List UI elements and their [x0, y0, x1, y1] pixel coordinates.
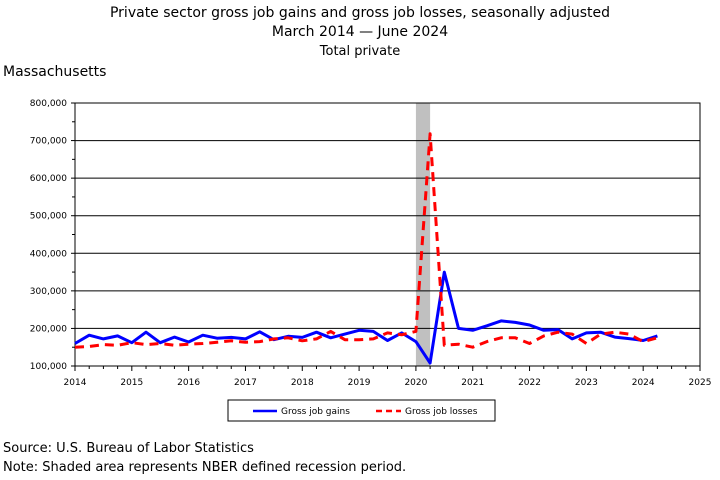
- chart-title: Private sector gross job gains and gross…: [109, 5, 611, 21]
- chart-subtitle: March 2014 — June 2024: [271, 24, 449, 40]
- y-tick-label: 100,000: [30, 362, 67, 372]
- series-line-gross-job-losses: [74, 132, 658, 349]
- x-tick-label: 2020: [404, 378, 427, 388]
- grid-lines: [75, 102, 700, 367]
- x-tick-label: 2023: [575, 378, 598, 388]
- x-tick-label: 2019: [348, 378, 371, 388]
- x-tick-label: 2022: [518, 378, 541, 388]
- x-tick-label: 2025: [689, 378, 712, 388]
- y-tick-label: 400,000: [30, 249, 67, 259]
- legend-label-losses: Gross job losses: [405, 407, 478, 417]
- x-tick-label: 2021: [461, 378, 484, 388]
- industry-label: Total private: [319, 44, 401, 59]
- x-tick-label: 2017: [234, 378, 257, 388]
- y-tick-label: 300,000: [30, 287, 67, 297]
- y-tick-label: 700,000: [30, 137, 67, 147]
- recession-shading: [415, 103, 431, 366]
- x-tick-label: 2024: [632, 378, 655, 388]
- y-tick-label: 800,000: [30, 99, 67, 109]
- y-tick-label: 500,000: [30, 212, 67, 222]
- y-tick-label: 600,000: [30, 174, 67, 184]
- plot-frame: [74, 102, 701, 367]
- source-note: Source: U.S. Bureau of Labor Statistics: [3, 441, 254, 456]
- y-tick-label: 200,000: [30, 324, 67, 334]
- x-axis: 2014 2015 2016 2017 2018 2019 2020 2021 2022 2023…: [64, 366, 712, 388]
- x-tick-label: 2016: [177, 378, 200, 388]
- legend-label-gains: Gross job gains: [281, 407, 350, 417]
- legend-box: [227, 399, 496, 422]
- series-line-gross-job-gains: [74, 270, 658, 365]
- series-layer: [74, 132, 658, 365]
- x-tick-label: 2014: [64, 378, 87, 388]
- legend: Gross job gains Gross job losses: [227, 399, 496, 422]
- x-tick-label: 2018: [291, 378, 314, 388]
- recession-shading-group: [415, 103, 431, 366]
- x-tick-label: 2015: [120, 378, 143, 388]
- state-label: Massachusetts: [3, 64, 107, 80]
- y-axis: 100,000 200,000 300,000 400,000 500,000 600,0…: [30, 99, 75, 372]
- recession-note: Note: Shaded area represents NBER define…: [3, 460, 407, 475]
